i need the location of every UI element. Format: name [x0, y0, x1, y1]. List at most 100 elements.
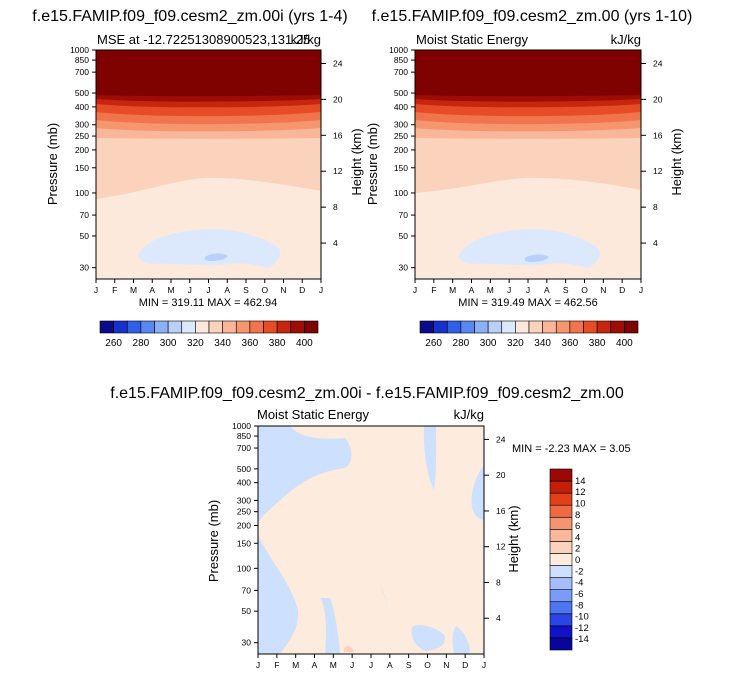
colorbar-label: 380: [589, 338, 606, 349]
panel1-contour-fill: [96, 50, 321, 279]
colorbar-label: 10: [575, 498, 586, 509]
pressure-tick-label: 70: [399, 210, 409, 220]
colorbar-box: [549, 529, 573, 542]
colorbar-box: [528, 320, 543, 334]
panel3-ylabel-right: Height (km): [506, 505, 521, 572]
month-tick-label: M: [449, 285, 456, 295]
p3-neg-right: [471, 465, 484, 520]
colorbar-label: -14: [575, 634, 589, 645]
colorbar-label: -6: [575, 589, 583, 600]
colorbar-box: [549, 637, 573, 651]
colorbar-box: [549, 577, 573, 590]
month-tick-label: A: [544, 285, 550, 295]
pressure-tick-label: 700: [237, 443, 251, 453]
pressure-tick-label: 100: [394, 188, 408, 198]
pressure-tick-label: 200: [394, 145, 408, 155]
height-tick-label: 8: [496, 577, 501, 587]
pressure-tick-label: 100: [237, 563, 251, 573]
pressure-tick-label: 300: [237, 495, 251, 505]
panel1-colorbar: 260 280 300 320 340 360 380 400: [99, 320, 319, 349]
month-tick-label: D: [299, 285, 305, 295]
colorbar-box: [235, 320, 251, 334]
panel3-ylabel: Pressure (mb): [206, 500, 221, 582]
p3-neg-upper-left: [258, 426, 352, 522]
p3-pos-jun: [344, 645, 354, 652]
colorbar-box: [113, 320, 128, 334]
colorbar-box: [549, 541, 573, 554]
pressure-tick-label: 150: [237, 538, 251, 548]
panel3-left-label: Moist Static Energy: [257, 407, 369, 422]
height-tick-label: 12: [333, 166, 343, 176]
colorbar-box: [460, 320, 475, 334]
pressure-tick-label: 70: [242, 585, 252, 595]
colorbar-box: [596, 320, 612, 334]
colorbar-box: [140, 320, 155, 334]
pressure-tick-label: 200: [237, 520, 251, 530]
colorbar-box: [195, 320, 210, 334]
pressure-tick-label: 300: [394, 120, 408, 130]
p1-band-420: [96, 50, 321, 97]
colorbar-label: 0: [575, 555, 580, 566]
pressure-tick-label: 400: [75, 102, 89, 112]
height-tick-label: 20: [496, 470, 506, 480]
month-tick-label: M: [487, 285, 494, 295]
month-tick-label: A: [149, 285, 155, 295]
colorbar-box: [474, 320, 489, 334]
colorbar-box: [549, 589, 573, 603]
colorbar-label: -2: [575, 566, 583, 577]
panel2-title: f.e15.FAMIP.f09_f09.cesm2_zm.00 (yrs 1-1…: [372, 8, 693, 25]
p3-neg-upper-oct: [423, 426, 437, 490]
colorbar-box: [549, 516, 573, 530]
height-tick-label: 24: [496, 434, 506, 444]
p2-band-320: [525, 254, 549, 262]
colorbar-box: [304, 320, 319, 334]
colorbar-label: 260: [425, 338, 442, 349]
height-tick-label: 4: [496, 613, 501, 623]
height-tick-label: 8: [653, 202, 658, 212]
colorbar-box: [549, 565, 573, 578]
month-tick-label: F: [274, 660, 279, 670]
month-tick-label: J: [639, 285, 643, 295]
panel1-ylabel-right: Height (km): [349, 128, 364, 195]
colorbar-box: [549, 553, 573, 566]
height-tick-label: 4: [333, 238, 338, 248]
month-tick-label: J: [94, 285, 98, 295]
colorbar-box: [583, 320, 598, 334]
colorbar-label: 280: [133, 338, 150, 349]
colorbar-box: [263, 320, 278, 334]
colorbar-box: [549, 613, 573, 627]
colorbar-label: -4: [575, 578, 583, 589]
colorbar-label: 260: [105, 338, 122, 349]
pressure-tick-label: 1000: [389, 45, 408, 55]
month-tick-label: J: [413, 285, 417, 295]
month-tick-label: A: [312, 660, 318, 670]
height-tick-label: 24: [653, 58, 663, 68]
month-tick-label: S: [563, 285, 569, 295]
colorbar-label: 360: [242, 338, 259, 349]
month-tick-label: J: [206, 285, 210, 295]
colorbar-label: 14: [575, 476, 586, 487]
pressure-tick-label: 50: [80, 231, 90, 241]
colorbar-label: 360: [562, 338, 579, 349]
month-tick-label: J: [482, 660, 486, 670]
colorbar-box: [624, 320, 639, 334]
month-tick-label: O: [581, 285, 588, 295]
panel3-units: kJ/kg: [454, 407, 484, 422]
colorbar-box: [515, 320, 530, 334]
pressure-tick-label: 500: [237, 464, 251, 474]
colorbar-box: [549, 492, 573, 506]
colorbar-box: [501, 320, 516, 334]
month-tick-label: F: [431, 285, 436, 295]
colorbar-label: 4: [575, 532, 580, 543]
colorbar-label: 400: [616, 338, 633, 349]
month-tick-label: D: [619, 285, 625, 295]
month-tick-label: J: [526, 285, 530, 295]
colorbar-box: [290, 320, 305, 334]
p2-band-330: [458, 229, 600, 268]
month-tick-label: A: [224, 285, 230, 295]
colorbar-label: 280: [453, 338, 470, 349]
